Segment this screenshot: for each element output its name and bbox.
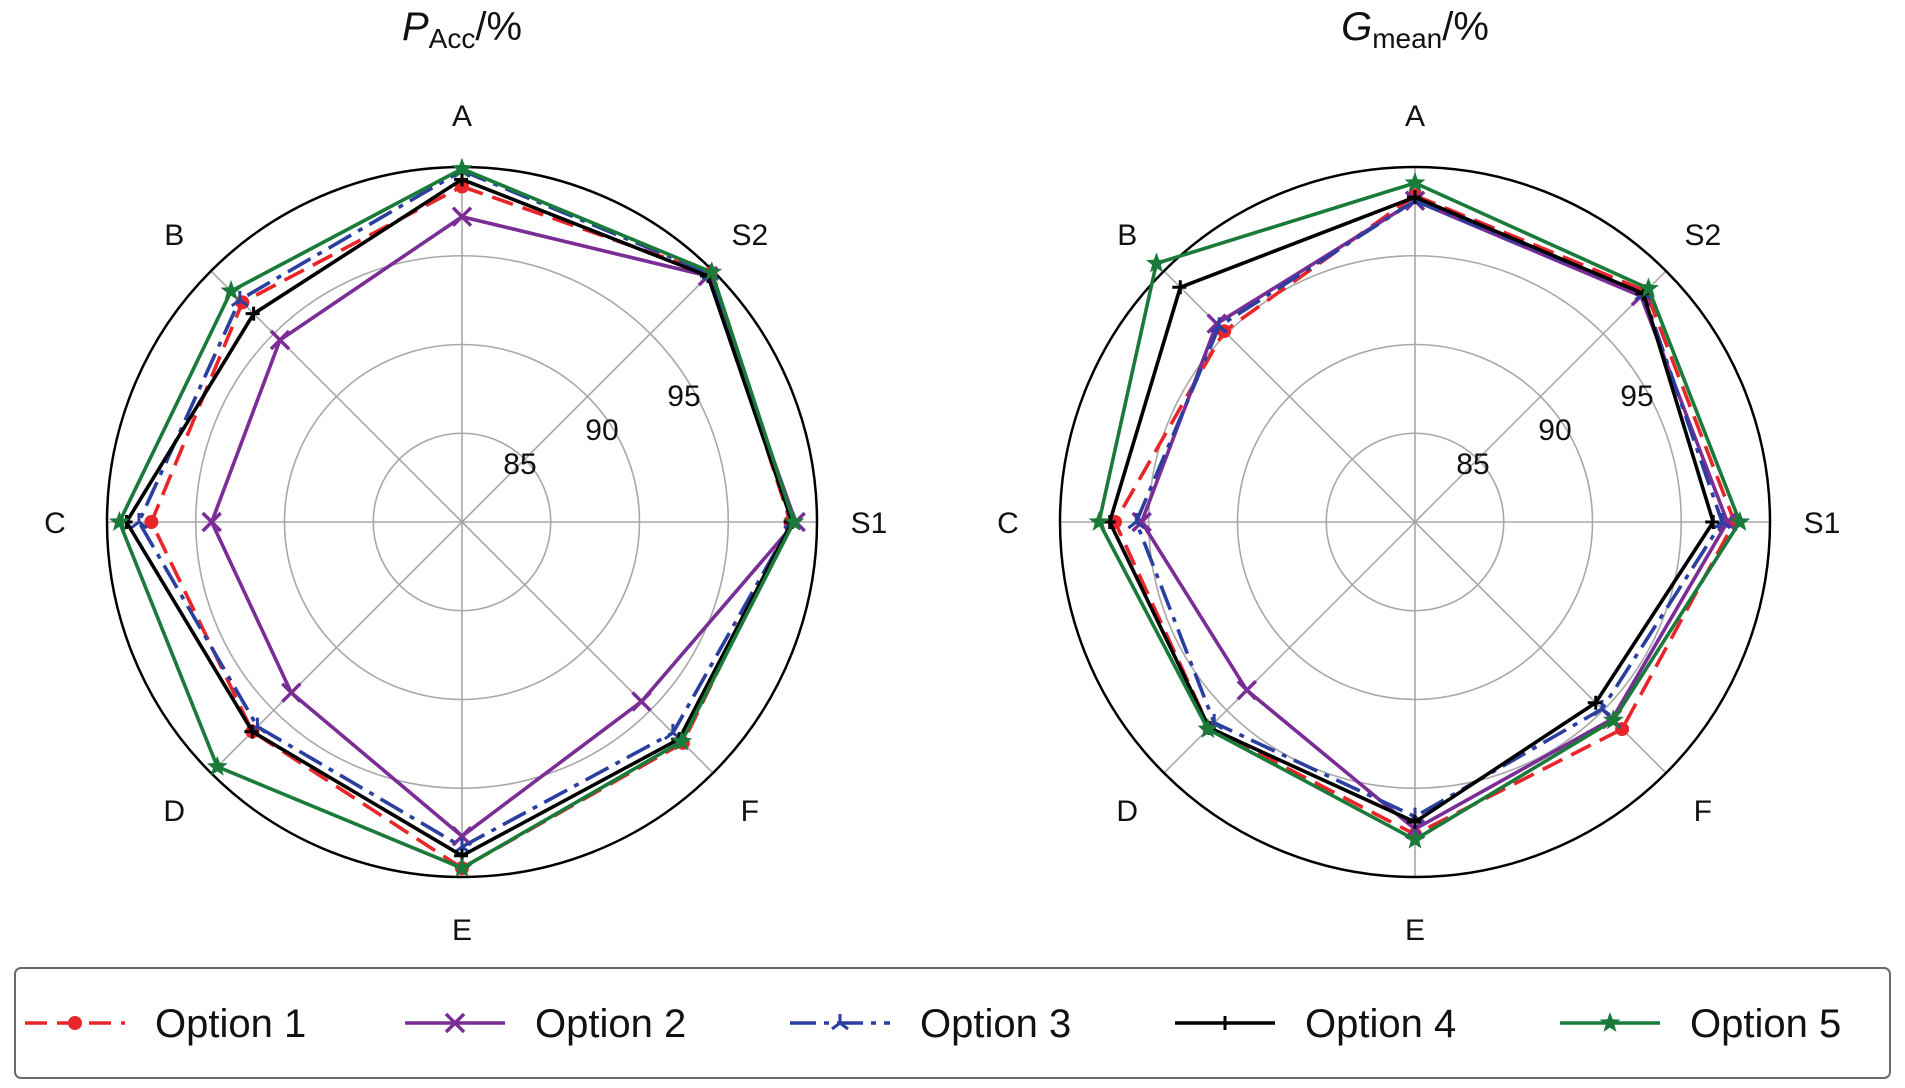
ring-label-95: 95 <box>1620 380 1653 413</box>
chart-title-pacc: PAcc/% <box>402 5 522 54</box>
legend-item-4: Option 4 <box>1175 1002 1456 1046</box>
data-point-B <box>1172 280 1187 295</box>
data-point-B <box>230 290 249 308</box>
data-point-E <box>1404 828 1426 849</box>
legend-marker <box>831 1014 849 1031</box>
spoke-F <box>1414 521 1667 774</box>
radar-chart-pacc: PAcc/% 85 90 95 A S2 S1 F E D C B <box>44 5 887 947</box>
data-point-S1 <box>783 511 805 531</box>
data-point-A <box>451 206 473 227</box>
legend-frame <box>14 967 1891 1079</box>
data-point-A <box>1407 190 1421 205</box>
spoke-D <box>1163 521 1416 774</box>
ring-label-95: 95 <box>667 380 700 413</box>
legend-marker <box>1599 1012 1621 1032</box>
data-point-C <box>130 513 148 530</box>
axis-label-S2: S2 <box>731 219 768 252</box>
legend-label: Option 4 <box>1305 1002 1456 1046</box>
data-point-F <box>631 691 652 712</box>
data-point-S2 <box>1637 277 1659 298</box>
axis-label-S2: S2 <box>1684 219 1721 252</box>
axis-label-S1: S1 <box>851 507 888 540</box>
ring-label-90: 90 <box>585 414 618 447</box>
data-point-B <box>220 280 242 300</box>
series-line <box>1134 198 1724 819</box>
data-point-S1 <box>1705 515 1720 529</box>
axis-label-F: F <box>1694 795 1712 828</box>
axis-label-C: C <box>44 507 66 540</box>
data-point-B <box>269 329 291 351</box>
axis-label-F: F <box>741 795 759 828</box>
data-point-F <box>1602 709 1624 730</box>
series-line <box>149 184 793 870</box>
series-option-5 <box>108 157 805 878</box>
data-point-B <box>1210 317 1229 334</box>
data-point-A <box>451 157 473 178</box>
data-point-A <box>454 172 468 187</box>
chart-legend: Option 1 Option 2 Option 3 Option 4 Option 5 <box>14 967 1891 1079</box>
spoke-B <box>1163 270 1416 523</box>
axis-label-C: C <box>997 507 1019 540</box>
data-point-D <box>244 724 259 739</box>
series-option-2 <box>201 206 806 847</box>
series-option-5 <box>1088 171 1751 849</box>
data-point-E <box>451 857 473 878</box>
axis-label-B: B <box>164 219 184 252</box>
data-point-C <box>144 515 159 529</box>
data-point-D <box>1236 679 1258 701</box>
series-option-4 <box>1101 190 1720 829</box>
data-point-A <box>1404 171 1426 192</box>
legend-marker <box>444 1012 466 1034</box>
spoke-S2 <box>1414 270 1667 523</box>
legend-item-1: Option 1 <box>25 1002 306 1046</box>
data-point-E <box>1407 814 1421 829</box>
data-point-F <box>1587 695 1602 710</box>
legend-item-5: Option 5 <box>1560 1002 1841 1046</box>
legend-label: Option 1 <box>155 1002 306 1046</box>
legend-label: Option 3 <box>920 1002 1071 1046</box>
legend-item-3: Option 3 <box>790 1002 1071 1046</box>
data-point-S1 <box>1729 511 1751 531</box>
axis-label-D: D <box>163 795 185 828</box>
data-point-C <box>108 511 130 531</box>
radar-chart-gmean: Gmean/% 85 90 95 A S2 S1 F E D C B <box>997 5 1840 947</box>
series-line <box>124 177 794 858</box>
axis-label-A: A <box>1405 100 1425 133</box>
series-option-3 <box>130 161 802 855</box>
axis-label-A: A <box>452 100 472 133</box>
legend-label: Option 2 <box>535 1002 686 1046</box>
legend-marker <box>1217 1016 1231 1030</box>
ring-label-85: 85 <box>1456 448 1489 481</box>
axis-label-E: E <box>1405 914 1425 947</box>
spoke-F <box>461 521 714 774</box>
data-point-S1 <box>1713 513 1731 530</box>
legend-marker <box>68 1016 82 1030</box>
axis-label-D: D <box>1116 795 1138 828</box>
outer-frame <box>1058 165 1772 879</box>
spoke-S2 <box>461 270 714 523</box>
chart-title-gmean: Gmean/% <box>1341 5 1489 54</box>
data-point-C <box>201 511 222 533</box>
ring-label-85: 85 <box>503 448 536 481</box>
data-point-D <box>281 682 302 703</box>
data-point-S2 <box>701 261 723 282</box>
data-point-D <box>1197 718 1219 738</box>
legend-label: Option 5 <box>1690 1002 1841 1046</box>
axis-label-E: E <box>452 914 472 947</box>
data-point-D <box>206 755 228 776</box>
data-point-B <box>1145 252 1167 273</box>
axis-label-B: B <box>1117 219 1137 252</box>
legend-item-2: Option 2 <box>405 1002 686 1046</box>
data-point-F <box>671 730 693 751</box>
ring-label-90: 90 <box>1538 414 1571 447</box>
data-point-C <box>1088 511 1110 531</box>
series-line <box>209 214 798 839</box>
axis-label-S1: S1 <box>1804 507 1841 540</box>
data-point-C <box>1127 513 1146 530</box>
data-point-F <box>1593 700 1611 717</box>
spoke-B <box>210 270 463 523</box>
data-point-B <box>245 306 260 321</box>
